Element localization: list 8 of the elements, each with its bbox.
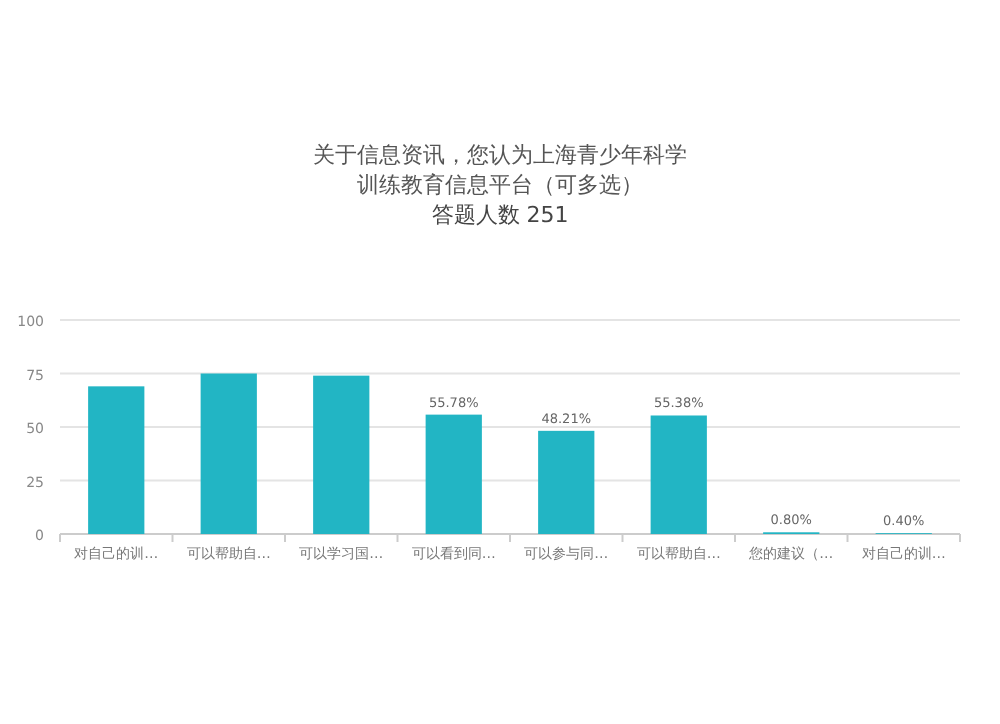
- bar: [88, 386, 145, 534]
- bar: [650, 415, 707, 534]
- bar: [425, 414, 482, 534]
- chart-subtitle: 答题人数 251: [429, 200, 571, 230]
- bar: [313, 375, 370, 534]
- chart-title: 关于信息资讯，您认为上海青少年科学训练教育信息平台（可多选）: [311, 140, 689, 200]
- bar: [538, 430, 595, 534]
- bar: [200, 373, 257, 534]
